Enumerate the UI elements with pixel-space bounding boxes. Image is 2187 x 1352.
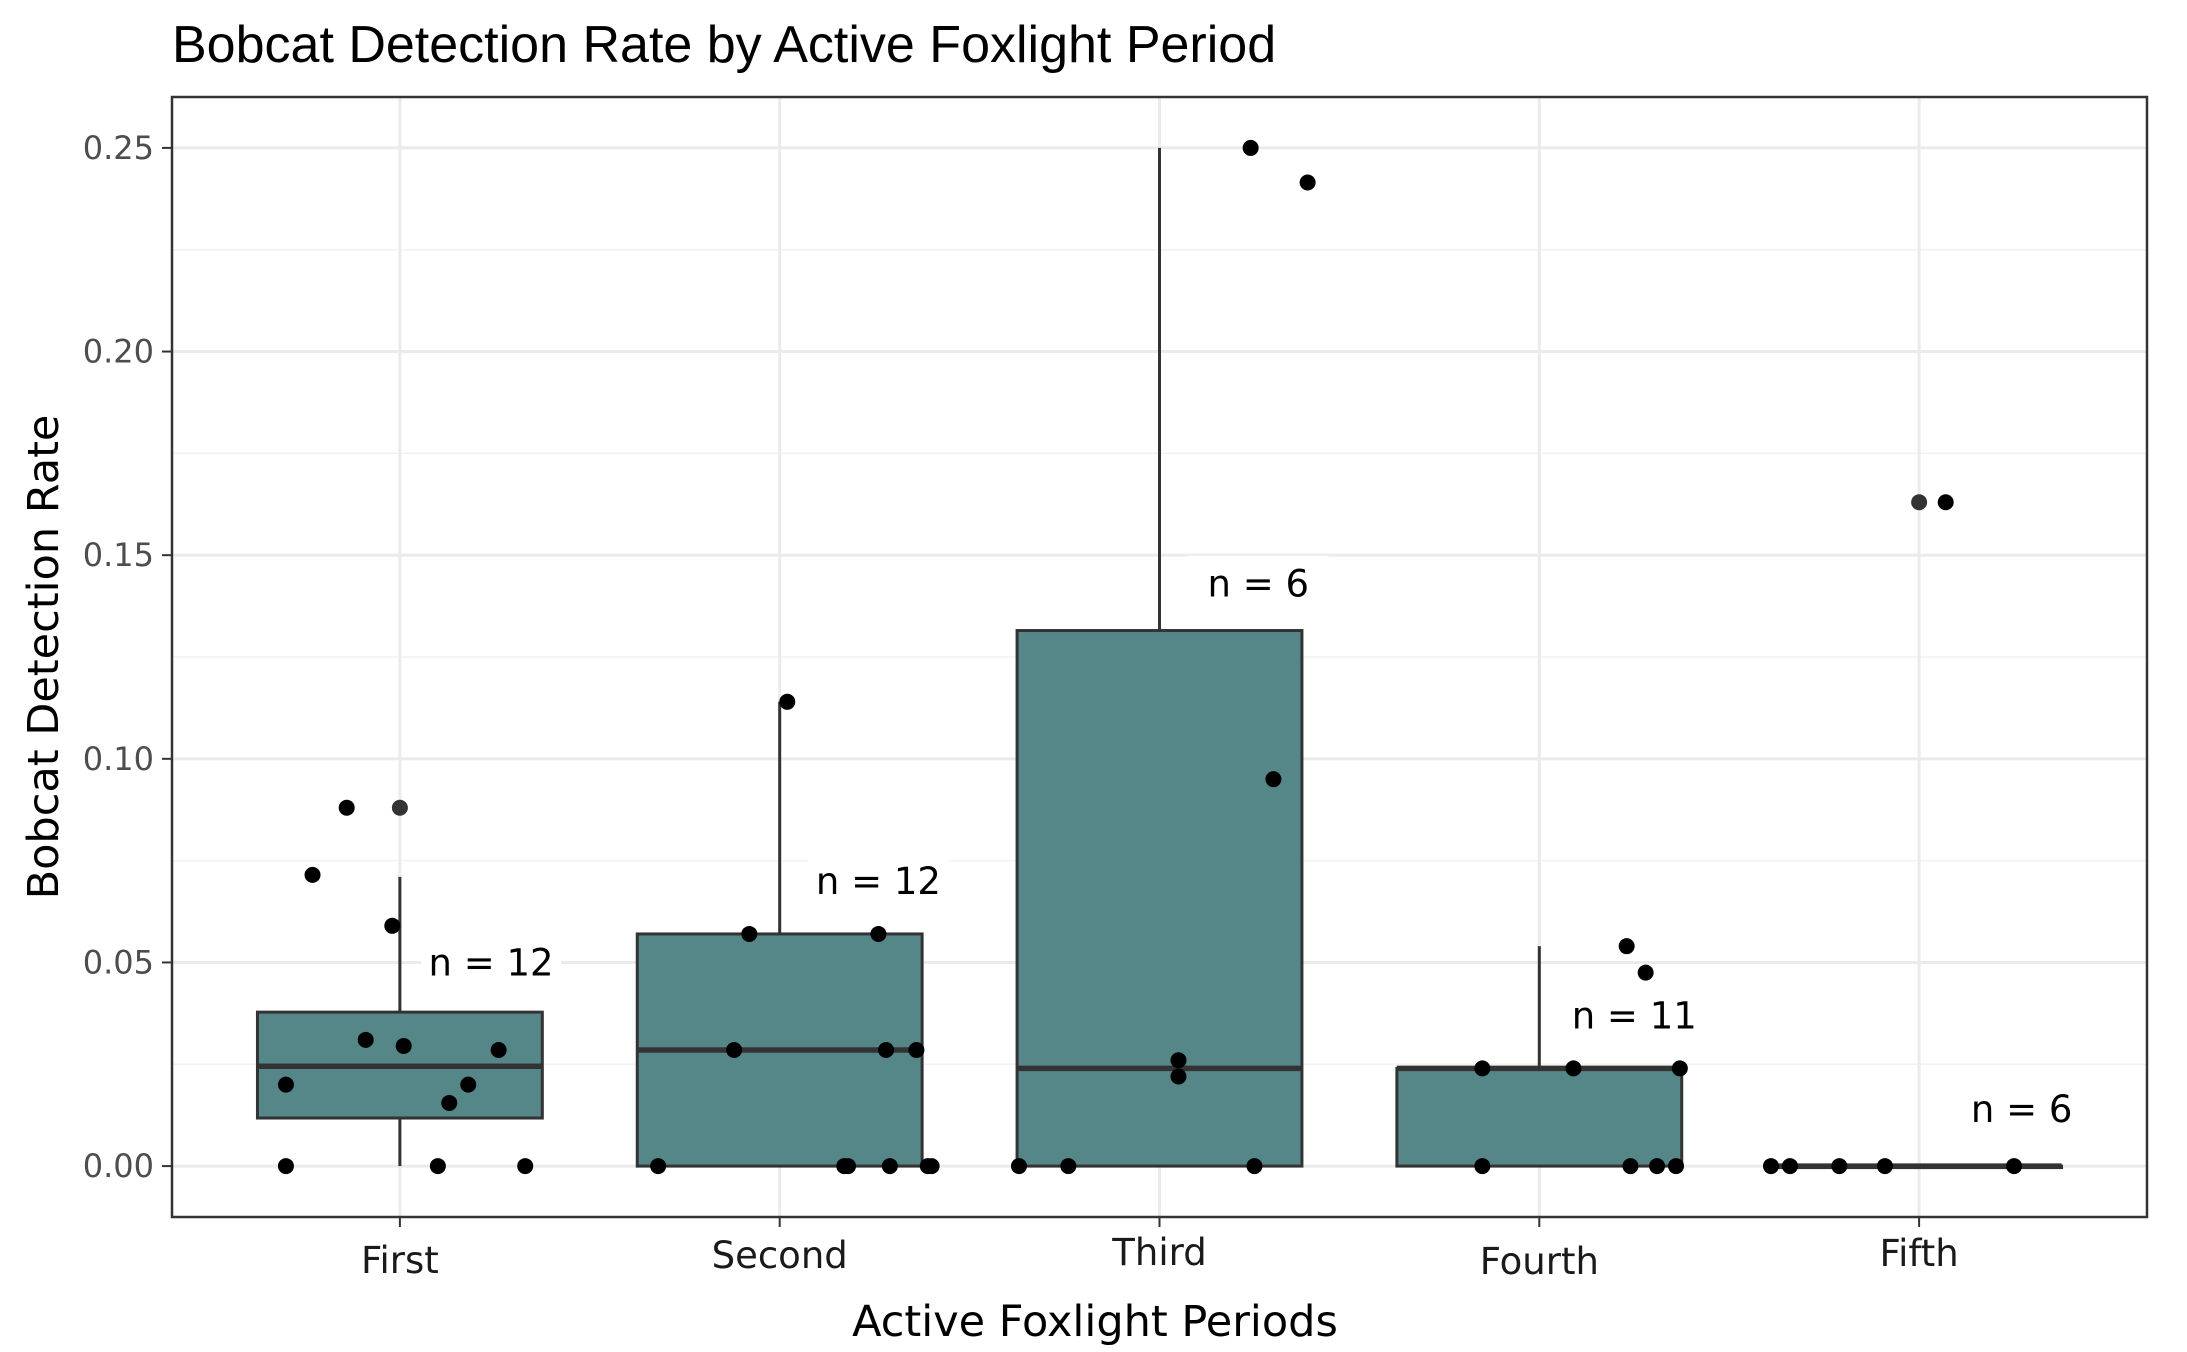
jitter-point — [923, 1158, 940, 1175]
jitter-point — [304, 866, 321, 883]
x-axis-title: Active Foxlight Periods — [852, 1297, 1338, 1347]
jitter-point — [2006, 1158, 2023, 1175]
count-label: n = 6 — [1207, 563, 1309, 606]
jitter-point — [1762, 1158, 1779, 1175]
jitter-point — [1622, 1158, 1639, 1175]
jitter-point — [1474, 1060, 1491, 1077]
jitter-point — [870, 925, 887, 942]
jitter-point — [1637, 964, 1654, 981]
count-label: n = 6 — [1971, 1088, 2073, 1131]
jitter-point — [517, 1158, 534, 1175]
jitter-point — [357, 1031, 374, 1048]
boxes-layer — [255, 147, 2064, 1170]
jitter-points-layer — [277, 139, 2023, 1175]
box-iqr — [1015, 629, 1304, 1168]
jitter-point — [1649, 1158, 1666, 1175]
x-tick-label: First — [361, 1239, 439, 1282]
jitter-point — [277, 1158, 294, 1175]
jitter-point — [1876, 1158, 1893, 1175]
box-iqr — [1395, 1066, 1684, 1168]
jitter-point — [1781, 1158, 1798, 1175]
jitter-point — [908, 1042, 925, 1059]
jitter-point — [395, 1037, 412, 1054]
jitter-point — [1671, 1060, 1688, 1077]
jitter-point — [1060, 1158, 1077, 1175]
jitter-point — [1242, 139, 1259, 156]
outlier-point — [1911, 494, 1928, 511]
jitter-point — [779, 693, 796, 710]
jitter-point — [1618, 938, 1635, 955]
y-axis-title: Bobcat Detection Rate — [19, 415, 69, 900]
x-tick-label: Second — [712, 1234, 848, 1277]
y-tick-label: 0.05 — [83, 943, 154, 981]
jitter-point — [1831, 1158, 1848, 1175]
count-label: n = 12 — [429, 941, 554, 984]
jitter-point — [726, 1042, 743, 1059]
jitter-point — [338, 799, 355, 816]
y-tick-label: 0.20 — [83, 333, 154, 371]
x-tick-label: Third — [1111, 1231, 1206, 1274]
jitter-point — [1246, 1158, 1263, 1175]
jitter-point — [1937, 494, 1954, 511]
jitter-point — [878, 1042, 895, 1059]
jitter-point — [741, 925, 758, 942]
count-label-background — [1951, 1081, 2092, 1136]
chart-title: Bobcat Detection Rate by Active Foxlight… — [172, 16, 1276, 74]
jitter-point — [460, 1076, 477, 1093]
y-tick-label: 0.25 — [83, 129, 154, 167]
jitter-point — [429, 1158, 446, 1175]
jitter-point — [384, 917, 401, 934]
jitter-point — [1170, 1052, 1187, 1069]
jitter-point — [490, 1042, 507, 1059]
jitter-point — [1010, 1158, 1027, 1175]
count-label-background — [421, 934, 562, 989]
jitter-point — [650, 1158, 667, 1175]
jitter-point — [1170, 1068, 1187, 1085]
jitter-point — [840, 1158, 857, 1175]
y-tick-label: 0.00 — [83, 1147, 154, 1185]
x-tick-label: Fourth — [1480, 1240, 1599, 1283]
count-label: n = 12 — [816, 860, 941, 903]
axes-layer: 0.00 0.05 0.10 0.15 0.20 0.25 First Second Third… — [83, 129, 1959, 1283]
count-label-background — [808, 853, 949, 907]
y-tick-label: 0.15 — [83, 536, 154, 574]
jitter-point — [1265, 771, 1282, 788]
jitter-point — [441, 1094, 458, 1111]
count-label: n = 11 — [1572, 994, 1697, 1037]
jitter-point — [1565, 1060, 1582, 1077]
count-labels-layer: n = 12 n = 12 n = 6 n = 11 n = 6 — [421, 555, 2092, 1136]
jitter-point — [277, 1076, 294, 1093]
jitter-point — [1299, 174, 1316, 191]
x-tick-label: Fifth — [1880, 1232, 1959, 1275]
jitter-point — [881, 1158, 898, 1175]
y-tick-label: 0.10 — [83, 740, 154, 778]
jitter-point — [1474, 1158, 1491, 1175]
outlier-point — [391, 799, 408, 816]
count-label-background — [1188, 555, 1329, 610]
jitter-point — [1668, 1158, 1685, 1175]
count-label-background — [1564, 987, 1705, 1042]
